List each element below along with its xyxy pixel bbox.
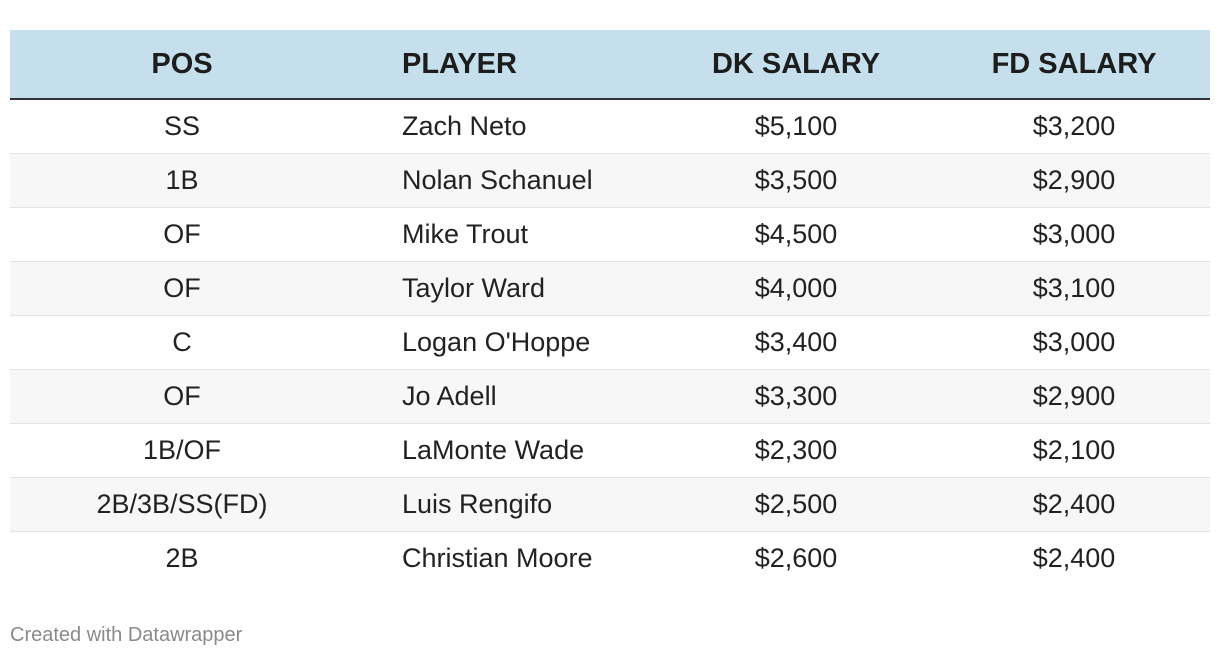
dk-salary-cell: $4,000	[654, 261, 938, 316]
table-row: 1B/OF LaMonte Wade $2,300 $2,100	[10, 423, 1210, 478]
fd-salary-cell: $3,200	[938, 99, 1210, 154]
salary-table-container: POS PLAYER DK SALARY FD SALARY SS Zach Ne…	[10, 30, 1210, 585]
column-header-player: PLAYER	[354, 30, 654, 100]
column-header-fd-salary: FD SALARY	[938, 30, 1210, 100]
fd-salary-cell: $3,000	[938, 315, 1210, 370]
fd-salary-cell: $2,900	[938, 369, 1210, 424]
table-row: SS Zach Neto $5,100 $3,200	[10, 99, 1210, 154]
dk-salary-cell: $2,500	[654, 477, 938, 532]
pos-cell: OF	[10, 207, 354, 262]
fd-salary-cell: $2,400	[1032, 543, 1116, 573]
pos-cell: OF	[10, 261, 354, 316]
player-cell: Christian Moore	[402, 543, 593, 573]
fd-salary-cell: $2,100	[938, 423, 1210, 478]
fd-salary-cell: $3,000	[938, 207, 1210, 262]
table-row: OF Jo Adell $3,300 $2,900	[10, 369, 1210, 424]
table-row: 2B/3B/SS(FD) Luis Rengifo $2,500 $2,400	[10, 477, 1210, 532]
pos-cell: 1B/OF	[10, 423, 354, 478]
dk-salary-cell: $4,500	[654, 207, 938, 262]
table-row: OF Mike Trout $4,500 $3,000	[10, 207, 1210, 262]
player-cell: Zach Neto	[354, 99, 654, 154]
table-row: 2B Christian Moore $2,600 $2,400	[10, 531, 1210, 585]
salary-table: POS PLAYER DK SALARY FD SALARY SS Zach Ne…	[10, 30, 1210, 585]
player-cell: Mike Trout	[354, 207, 654, 262]
pos-cell: OF	[10, 369, 354, 424]
pos-cell: 1B	[10, 153, 354, 208]
player-cell: Taylor Ward	[354, 261, 654, 316]
pos-cell: SS	[10, 99, 354, 154]
table-row: OF Taylor Ward $4,000 $3,100	[10, 261, 1210, 316]
table-header: POS PLAYER DK SALARY FD SALARY	[10, 30, 1210, 100]
player-cell: Logan O'Hoppe	[354, 315, 654, 370]
table-row: 1B Nolan Schanuel $3,500 $2,900	[10, 153, 1210, 208]
datawrapper-credit: Created with Datawrapper	[10, 624, 243, 646]
player-cell: Luis Rengifo	[354, 477, 654, 532]
dk-salary-cell: $3,300	[654, 369, 938, 424]
table-row: C Logan O'Hoppe $3,400 $3,000	[10, 315, 1210, 370]
pos-cell: C	[10, 315, 354, 370]
column-header-pos: POS	[10, 30, 354, 100]
table-body: SS Zach Neto $5,100 $3,200 1B Nolan Schanuel $…	[10, 99, 1210, 585]
dk-salary-cell: $3,500	[654, 153, 938, 208]
column-header-dk-salary: DK SALARY	[654, 30, 938, 100]
player-cell: Jo Adell	[354, 369, 654, 424]
dk-salary-cell: $3,400	[654, 315, 938, 370]
header-row: POS PLAYER DK SALARY FD SALARY	[10, 30, 1210, 100]
fd-salary-cell: $2,900	[938, 153, 1210, 208]
dk-salary-cell: $2,300	[654, 423, 938, 478]
dk-salary-cell: $2,600	[754, 543, 838, 573]
player-cell: LaMonte Wade	[354, 423, 654, 478]
dk-salary-cell: $5,100	[654, 99, 938, 154]
player-cell: Nolan Schanuel	[354, 153, 654, 208]
pos-cell: 2B/3B/SS(FD)	[10, 477, 354, 532]
fd-salary-cell: $2,400	[938, 477, 1210, 532]
pos-cell: 2B	[165, 543, 199, 573]
fd-salary-cell: $3,100	[938, 261, 1210, 316]
